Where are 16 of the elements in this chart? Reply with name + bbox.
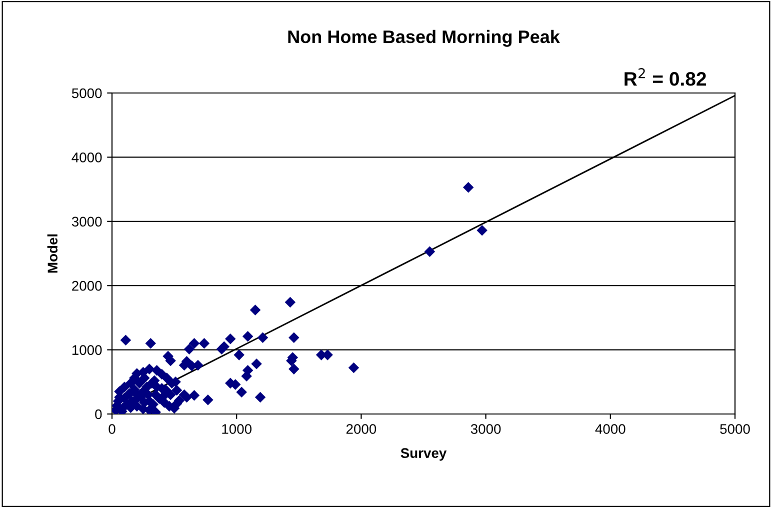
y-tick-label: 0 [95,409,102,420]
x-tick-label: 3000 [470,424,501,434]
chart-title: Non Home Based Morning Peak [288,30,560,47]
x-axis-title: Survey [400,448,447,461]
x-tick-label: 1000 [222,424,252,434]
y-tick-label: 5000 [72,88,102,98]
x-tick-label: 0 [108,424,116,434]
y-tick-label: 4000 [72,152,102,162]
y-tick-label: 1000 [72,345,102,355]
x-tick-label: 4000 [595,424,626,434]
x-tick-label: 5000 [720,424,750,434]
y-tick-label: 3000 [72,216,102,227]
y-axis-title: Model [47,234,58,273]
y-tick-label: 2000 [72,280,102,291]
x-tick-label: 2000 [346,424,376,434]
text: R$^{2}$ = 0.82 [624,68,706,86]
